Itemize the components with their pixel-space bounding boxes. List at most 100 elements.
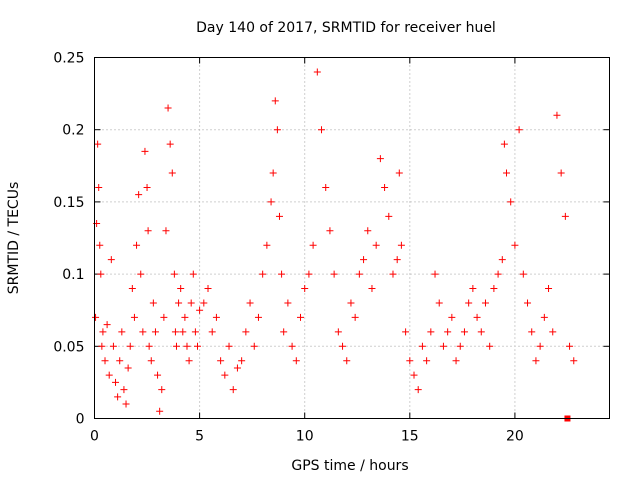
data-point — [549, 328, 557, 336]
data-point — [112, 378, 120, 386]
data-point — [164, 104, 172, 112]
data-point — [233, 364, 241, 372]
data-point — [122, 400, 130, 408]
data-point — [381, 183, 389, 191]
grid — [94, 57, 610, 419]
data-point — [288, 342, 296, 350]
data-point — [217, 357, 225, 365]
data-point — [170, 270, 178, 278]
data-point — [120, 386, 128, 394]
data-point — [154, 371, 162, 379]
data-point — [177, 285, 185, 293]
data-point — [99, 328, 107, 336]
data-point — [130, 313, 138, 321]
data-point — [101, 357, 109, 365]
data-point — [221, 371, 229, 379]
data-point — [309, 241, 317, 249]
data-point — [397, 241, 405, 249]
data-point — [515, 126, 523, 134]
data-point — [118, 328, 126, 336]
data-point — [156, 407, 164, 415]
y-tick-label: 0.15 — [53, 195, 84, 211]
data-point — [196, 306, 204, 314]
data-point — [151, 328, 159, 336]
data-point — [259, 270, 267, 278]
data-point — [305, 270, 313, 278]
data-point — [275, 212, 283, 220]
data-point — [95, 183, 103, 191]
data-point — [109, 342, 117, 350]
data-point — [250, 342, 258, 350]
data-point — [162, 227, 170, 235]
data-point — [368, 285, 376, 293]
data-point — [395, 169, 403, 177]
data-point — [301, 285, 309, 293]
data-points — [92, 68, 578, 422]
x-tick-label: 10 — [296, 429, 314, 445]
data-point — [524, 299, 532, 307]
data-point — [360, 256, 368, 264]
data-point — [133, 241, 141, 249]
data-point — [246, 299, 254, 307]
data-point — [498, 256, 506, 264]
data-point — [189, 270, 197, 278]
data-point — [194, 342, 201, 350]
data-point — [297, 313, 304, 321]
data-point — [460, 328, 468, 336]
data-point — [326, 227, 334, 235]
data-point — [566, 342, 574, 350]
chart-title: Day 140 of 2017, SRMTID for receiver hue… — [196, 20, 496, 36]
data-point — [439, 342, 447, 350]
data-point — [105, 371, 113, 379]
data-point — [448, 313, 456, 321]
data-point — [278, 270, 286, 278]
data-point — [191, 328, 199, 336]
data-point — [418, 342, 426, 350]
data-point — [171, 328, 179, 336]
data-point — [158, 386, 166, 394]
data-point — [107, 256, 115, 264]
data-point — [124, 364, 132, 372]
data-point — [540, 313, 548, 321]
x-tick-label: 15 — [401, 429, 419, 445]
data-point — [254, 313, 262, 321]
data-point — [98, 342, 106, 350]
data-point — [269, 169, 277, 177]
data-point — [149, 299, 157, 307]
data-point — [528, 328, 536, 336]
data-point — [473, 313, 481, 321]
data-point — [570, 357, 578, 365]
data-point — [503, 169, 510, 177]
data-point — [208, 328, 216, 336]
data-point — [500, 140, 508, 148]
data-point — [147, 357, 155, 365]
data-point — [351, 313, 359, 321]
data-point — [452, 357, 460, 365]
data-point — [280, 328, 288, 336]
data-point — [114, 393, 122, 401]
data-point — [284, 299, 292, 307]
data-point — [145, 342, 153, 350]
plot-frame — [94, 57, 610, 419]
data-point — [238, 357, 246, 365]
data-point — [364, 227, 372, 235]
data-point — [143, 183, 151, 191]
data-point — [175, 299, 183, 307]
data-point — [179, 328, 187, 336]
data-point — [557, 169, 565, 177]
data-point — [318, 126, 326, 134]
data-point — [330, 270, 338, 278]
data-point — [389, 270, 397, 278]
data-point — [402, 328, 410, 336]
y-tick-label: 0.2 — [62, 123, 84, 139]
data-point — [444, 328, 452, 336]
data-point — [103, 321, 111, 329]
data-point — [139, 328, 147, 336]
data-point — [385, 212, 393, 220]
data-point — [435, 299, 443, 307]
data-point — [469, 285, 477, 293]
data-point — [561, 212, 569, 220]
data-point — [141, 147, 149, 155]
x-tick-label: 0 — [90, 429, 99, 445]
data-point — [545, 285, 553, 293]
